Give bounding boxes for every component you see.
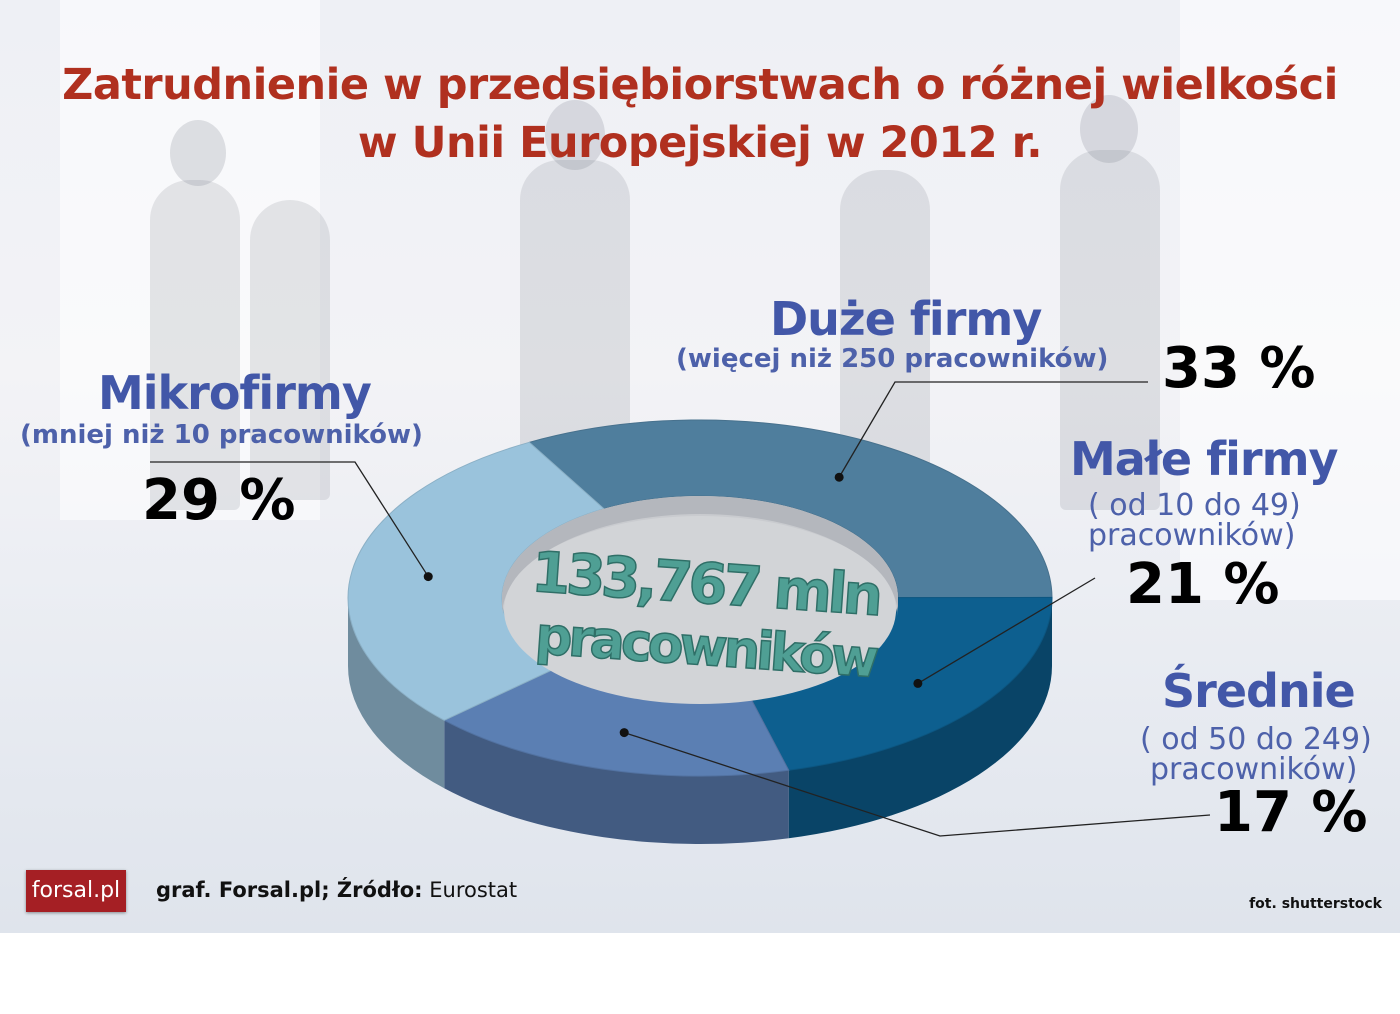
leader-dot-mikro bbox=[423, 572, 433, 582]
leader-line-mikro bbox=[150, 461, 429, 577]
leader-line-srednie bbox=[623, 731, 1211, 837]
leader-line-male bbox=[917, 577, 1096, 684]
background-person bbox=[250, 200, 330, 500]
leader-dot-duze bbox=[834, 472, 844, 482]
label-mikro-desc: (mniej niż 10 pracowników) bbox=[20, 420, 423, 450]
photo-credit: fot. shutterstock bbox=[1249, 896, 1382, 912]
label-male-desc-2: pracowników) bbox=[1088, 518, 1296, 553]
background-person-head bbox=[170, 120, 226, 186]
leader-dot-srednie bbox=[619, 728, 629, 738]
donut-slices bbox=[347, 419, 1053, 777]
label-duze-desc: (więcej niż 250 pracowników) bbox=[676, 344, 1109, 374]
slice-side-male bbox=[788, 598, 1053, 839]
label-srednie-value: 17 % bbox=[1214, 780, 1368, 845]
label-srednie-desc-2: pracowników) bbox=[1150, 752, 1358, 787]
source-prefix: graf. Forsal.pl; Źródło: bbox=[156, 878, 423, 902]
label-mikro-name: Mikrofirmy bbox=[98, 366, 372, 420]
label-mikro-value: 29 % bbox=[142, 468, 296, 533]
leader-line-duze bbox=[838, 381, 1148, 478]
chart-title-line-1: Zatrudnienie w przedsiębiorstwach o różn… bbox=[62, 60, 1338, 110]
source-note: graf. Forsal.pl; Źródło: Eurostat bbox=[156, 878, 517, 902]
label-duze-name: Duże firmy bbox=[770, 292, 1042, 346]
donut-chart: 133,767 mln pracowników bbox=[150, 381, 1211, 844]
slice-side-srednie bbox=[444, 720, 789, 844]
label-male-desc-1: ( od 10 do 49) bbox=[1088, 488, 1301, 523]
forsal-logo: forsal.pl bbox=[26, 870, 126, 912]
chart-title: Zatrudnienie w przedsiębiorstwach o różn… bbox=[0, 56, 1400, 172]
label-male-name: Małe firmy bbox=[1070, 432, 1338, 486]
label-srednie-name: Średnie bbox=[1162, 664, 1356, 718]
label-male-value: 21 % bbox=[1126, 552, 1280, 617]
background-person bbox=[150, 180, 240, 510]
background-window bbox=[60, 0, 320, 520]
chart-title-line-2: w Unii Europejskiej w 2012 r. bbox=[357, 118, 1043, 168]
background-person-head bbox=[1080, 95, 1138, 163]
donut-hole-wall bbox=[502, 496, 898, 616]
source-name: Eurostat bbox=[429, 878, 518, 902]
background-person-head bbox=[545, 100, 605, 170]
infographic-poster: Zatrudnienie w przedsiębiorstwach o różn… bbox=[0, 0, 1400, 933]
donut-sides bbox=[348, 598, 1053, 844]
label-srednie-desc-1: ( od 50 do 249) bbox=[1140, 722, 1372, 757]
donut-center-label: 133,767 mln pracowników bbox=[529, 539, 882, 691]
label-duze-value: 33 % bbox=[1162, 336, 1316, 401]
background-window bbox=[1180, 0, 1400, 600]
leader-lines bbox=[150, 381, 1211, 837]
donut-hole bbox=[502, 496, 898, 704]
slice-side-mikro bbox=[348, 598, 445, 789]
donut-hole-inner bbox=[504, 516, 896, 704]
background-person bbox=[1060, 150, 1160, 510]
leader-dot-male bbox=[913, 678, 923, 688]
